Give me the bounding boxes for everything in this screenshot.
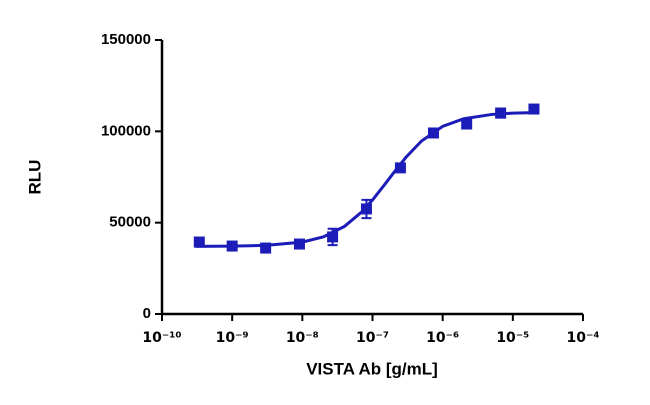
x-axis-title: VISTA Ab [g/mL] (306, 359, 438, 378)
data-point (193, 236, 205, 248)
y-tick-label: 0 (143, 305, 151, 322)
data-point (461, 118, 473, 130)
y-axis-title: RLU (25, 160, 44, 195)
y-tick-label: 150000 (101, 31, 151, 48)
y-tick-label: 100000 (101, 122, 151, 139)
x-tick-label: 10⁻⁹ (216, 330, 249, 346)
x-tick-label: 10⁻⁸ (286, 330, 319, 346)
data-point (528, 103, 540, 115)
x-tick-label: 10⁻¹⁰ (142, 330, 181, 346)
data-point (293, 238, 305, 250)
x-tick-label: 10⁻⁷ (356, 330, 389, 346)
data-point (226, 240, 238, 252)
y-tick-label: 50000 (109, 214, 151, 231)
x-tick-label: 10⁻⁴ (566, 330, 599, 346)
data-point (360, 203, 372, 215)
data-point (260, 242, 272, 254)
data-point (495, 107, 507, 119)
data-point (427, 127, 439, 139)
data-point (394, 162, 406, 174)
data-point (327, 231, 339, 243)
x-tick-label: 10⁻⁵ (496, 330, 529, 346)
x-tick-label: 10⁻⁶ (426, 330, 459, 346)
fit-curve (195, 111, 534, 248)
